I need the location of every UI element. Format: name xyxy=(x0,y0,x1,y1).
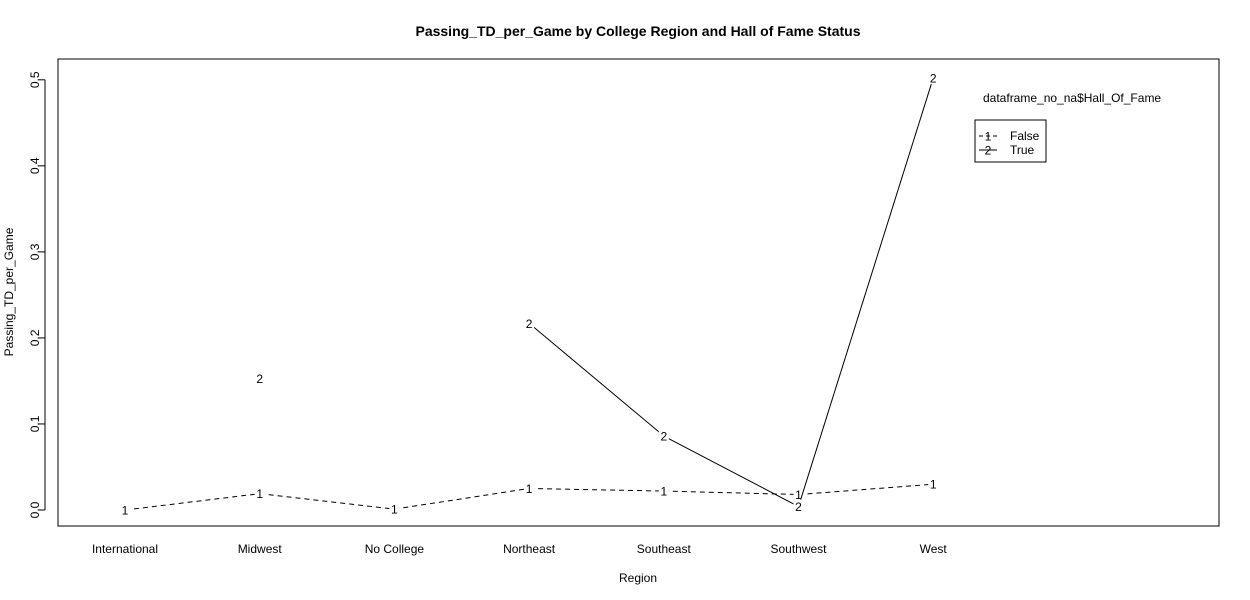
series-segment xyxy=(529,487,664,492)
legend-symbol: 1 xyxy=(985,130,992,144)
legend-symbol: 2 xyxy=(985,144,992,158)
x-axis: International Midwest No College Northeast S… xyxy=(92,542,947,556)
data-point: 1 xyxy=(122,504,129,518)
series-segment xyxy=(663,490,799,496)
series-segment xyxy=(798,77,934,507)
data-point-background xyxy=(658,484,669,498)
series-false: 1 1 1 1 1 1 1 xyxy=(120,477,939,518)
data-point-background xyxy=(254,486,265,500)
series-segment xyxy=(798,483,934,496)
data-point: 1 xyxy=(391,503,398,517)
series-true: 2 2 2 2 2 xyxy=(254,71,939,514)
y-tick-label: 0.3 xyxy=(28,243,42,260)
series-segment xyxy=(124,493,260,511)
data-point: 2 xyxy=(526,317,533,331)
data-point-background xyxy=(254,371,265,385)
series-segment xyxy=(663,435,799,508)
data-point: 2 xyxy=(930,72,937,86)
data-point: 1 xyxy=(256,487,263,501)
legend: dataframe_no_na$Hall_Of_Fame 1 False 2 True xyxy=(974,91,1161,163)
data-point-background xyxy=(524,316,535,330)
y-tick-label: 0.0 xyxy=(28,501,42,518)
legend-entries: 1 False 2 True xyxy=(979,129,1040,158)
legend-title: dataframe_no_na$Hall_Of_Fame xyxy=(983,91,1161,105)
data-point: 1 xyxy=(795,488,802,502)
data-point-background xyxy=(658,429,669,443)
data-point: 2 xyxy=(660,430,667,444)
data-point-background xyxy=(524,481,535,495)
data-point-background xyxy=(793,487,804,501)
x-tick-label: Southwest xyxy=(770,542,827,556)
y-tick-label: 0.1 xyxy=(28,415,42,432)
series-segment xyxy=(528,322,665,437)
series-segment xyxy=(259,493,395,510)
data-point: 1 xyxy=(526,482,533,496)
data-point: 2 xyxy=(795,500,802,514)
legend-label: True xyxy=(1010,143,1035,157)
y-axis-label: Passing_TD_per_Game xyxy=(2,227,16,356)
x-tick-label: No College xyxy=(365,542,425,556)
x-tick-label: Midwest xyxy=(238,542,283,556)
data-point-background xyxy=(793,499,804,513)
plot-frame xyxy=(57,58,1220,527)
x-tick-label: International xyxy=(92,542,158,556)
y-tick-label: 0.2 xyxy=(28,329,42,346)
legend-label: False xyxy=(1010,129,1040,143)
data-point-background xyxy=(928,71,939,85)
data-point: 2 xyxy=(256,372,263,386)
x-tick-label: West xyxy=(920,542,948,556)
data-point-background xyxy=(389,502,400,516)
data-point: 1 xyxy=(660,485,667,499)
legend-box xyxy=(974,119,1047,163)
x-tick-label: Southeast xyxy=(637,542,692,556)
series-segment xyxy=(394,487,530,510)
data-point-background xyxy=(928,477,939,491)
y-tick-label: 0.4 xyxy=(28,157,42,174)
chart-title: Passing_TD_per_Game by College Region an… xyxy=(415,23,860,39)
x-tick-label: Northeast xyxy=(503,542,556,556)
data-point-background xyxy=(120,503,130,516)
x-axis-label: Region xyxy=(619,571,657,585)
y-tick-label: 0.5 xyxy=(28,71,42,88)
data-point: 1 xyxy=(930,478,937,492)
y-axis: 0.0 0.1 0.2 0.3 0.4 0.5 xyxy=(28,71,46,518)
